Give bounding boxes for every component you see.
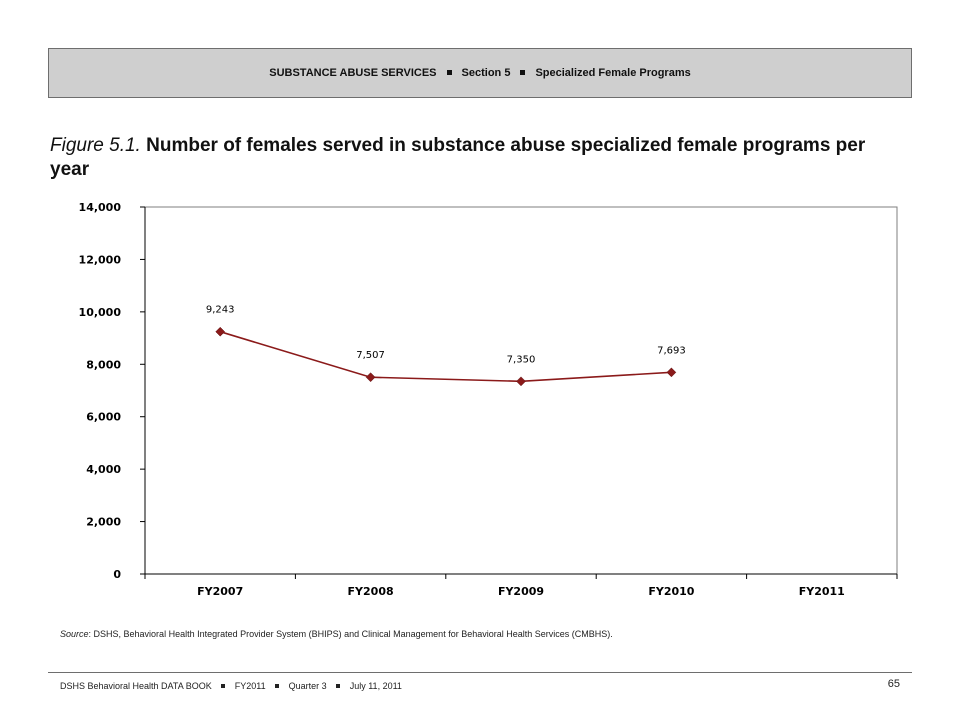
source-label: Source [60,629,89,639]
x-tick-label: FY2010 [648,585,694,598]
series-line [219,330,672,383]
y-tick-label: 8,000 [86,358,121,371]
data-point [365,372,376,383]
figure-title: Figure 5.1. Number of females served in … [50,134,870,182]
bullet-separator [275,683,280,688]
y-tick-label: 12,000 [79,253,122,266]
figure-number: 5.1. [109,135,141,156]
bullet-separator [446,69,452,75]
data-label: 7,350 [507,354,536,365]
bullet-separator [221,683,226,688]
footer-date: July 11, 2011 [349,681,402,691]
y-tick-label: 0 [113,568,121,581]
data-point [215,326,226,337]
data-point [516,376,526,387]
page-number: 65 [887,678,900,690]
footer-year: FY2011 [234,681,266,691]
footer-info: DSHS Behavioral Health DATA BOOK FY2011 … [60,681,402,691]
plot-area [144,206,898,575]
x-tick-label: FY2009 [498,585,544,598]
figure-label: Figure [50,135,104,156]
source-note: Source: DSHS, Behavioral Health Integrat… [60,629,613,639]
footer-quarter: Quarter 3 [288,681,327,691]
y-tick-label: 6,000 [86,411,121,424]
footer-divider [48,672,912,673]
data-label: 9,243 [206,305,235,316]
y-tick-label: 2,000 [86,516,121,529]
y-tick-label: 14,000 [79,201,122,214]
header-section: Section 5 [461,67,511,79]
figure-title-text: Number of females served in substance ab… [50,135,866,180]
y-tick-label: 4,000 [86,463,121,476]
x-tick-label: FY2008 [348,585,394,598]
section-header: SUBSTANCE ABUSE SERVICES Section 5 Speci… [48,48,912,98]
header-title: SUBSTANCE ABUSE SERVICES [269,67,437,79]
y-tick-label: 10,000 [79,306,122,319]
bullet-separator [520,69,526,75]
data-label: 7,693 [657,345,686,356]
data-label: 7,507 [356,350,385,361]
bullet-separator [336,683,341,688]
source-text: : DSHS, Behavioral Health Integrated Pro… [88,629,613,639]
footer-book: DSHS Behavioral Health DATA BOOK [60,681,212,691]
header-topic: Specialized Female Programs [535,67,691,79]
data-point [666,367,677,378]
x-tick-label: FY2011 [799,585,845,598]
x-tick-label: FY2007 [197,585,243,598]
